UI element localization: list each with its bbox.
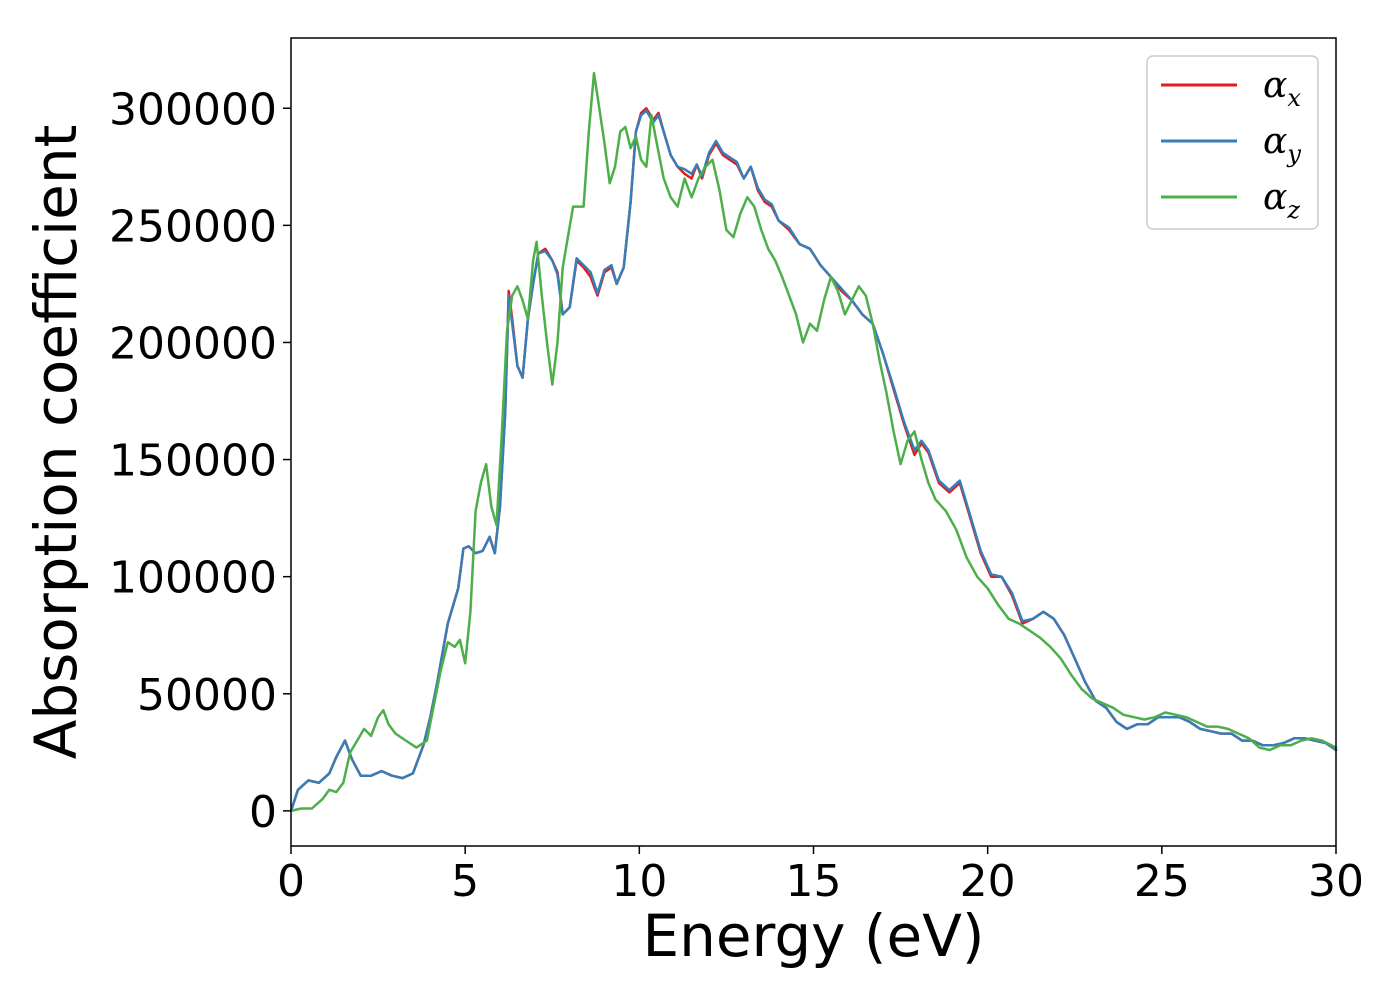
- legend-label-z: αz: [1263, 177, 1300, 224]
- x-axis-title: Energy (eV): [642, 902, 984, 970]
- x-tick-label: 5: [451, 856, 479, 907]
- y-tick-label: 0: [249, 787, 277, 838]
- y-tick-label: 150000: [109, 436, 277, 487]
- series-group: [289, 71, 1338, 813]
- legend-label-x: αx: [1263, 65, 1301, 112]
- y-tick-label: 50000: [137, 670, 277, 721]
- legend-label-subscript: x: [1287, 84, 1301, 112]
- legend-label-y: αy: [1263, 121, 1301, 168]
- y-tick-label: 100000: [109, 553, 277, 604]
- y-tick-label: 200000: [109, 318, 277, 369]
- legend-label-symbol: α: [1263, 121, 1287, 162]
- legend-label-subscript: y: [1286, 140, 1301, 168]
- y-tick-label: 250000: [109, 201, 277, 252]
- series-line-z: [289, 71, 1338, 813]
- x-tick-label: 15: [786, 856, 842, 907]
- x-tick-label: 10: [611, 856, 667, 907]
- y-axis-title: Absorption coefficient: [22, 125, 90, 760]
- x-tick-label: 0: [277, 856, 305, 907]
- legend-label-symbol: α: [1263, 65, 1287, 106]
- x-tick-label: 30: [1308, 856, 1364, 907]
- y-tick-label: 300000: [109, 84, 277, 135]
- x-axis-ticks: 0 5 10 15 20 25 30: [277, 846, 1364, 907]
- x-tick-label: 25: [1134, 856, 1190, 907]
- y-axis-ticks: 0 50000 100000 150000 200000 250000 300000: [109, 84, 291, 838]
- legend-label-subscript: z: [1286, 196, 1300, 224]
- legend-label-symbol: α: [1263, 177, 1287, 218]
- x-tick-label: 20: [960, 856, 1016, 907]
